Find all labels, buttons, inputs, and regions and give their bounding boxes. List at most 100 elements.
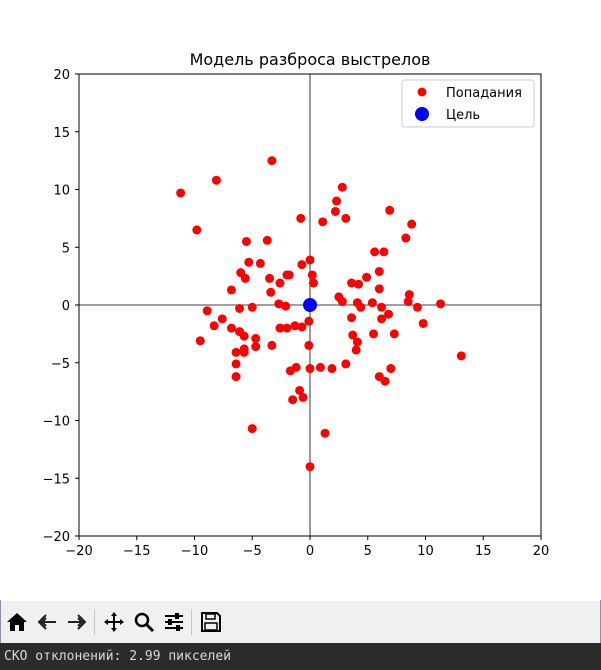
hit-point (267, 340, 277, 350)
hit-point (374, 284, 384, 294)
hit-point (456, 351, 466, 361)
hit-point (304, 316, 314, 326)
arrow-right-icon (68, 614, 87, 630)
navigation-toolbar (1, 601, 600, 643)
hit-point (380, 376, 390, 386)
hit-point (347, 278, 357, 288)
hit-point (231, 359, 241, 369)
back-button[interactable] (33, 608, 61, 636)
hit-point (341, 213, 351, 223)
hit-point (327, 364, 337, 374)
x-tick-label: 5 (364, 544, 372, 559)
hit-point (389, 329, 399, 339)
y-tick-label: 10 (53, 184, 70, 199)
y-tick-label: −10 (43, 415, 70, 430)
hit-point (239, 347, 249, 357)
forward-button[interactable] (63, 608, 91, 636)
hit-point (341, 359, 351, 369)
hit-point (295, 385, 305, 395)
hit-point (274, 299, 284, 309)
move-icon (104, 612, 124, 632)
hit-point (297, 260, 307, 270)
legend-box (401, 79, 535, 128)
legend: Попадания Цель (401, 79, 535, 128)
hit-point (407, 219, 417, 229)
floppy-disk-icon (201, 612, 221, 632)
hit-point (362, 272, 372, 282)
hit-point (305, 462, 315, 472)
hit-point (298, 392, 308, 402)
arrow-left-icon (37, 614, 56, 630)
save-button[interactable] (197, 608, 225, 636)
status-bar: СКО отклонений: 2.99 пикселей (0, 643, 601, 670)
hit-point (377, 302, 387, 312)
zoom-button[interactable] (130, 608, 158, 636)
hit-point (370, 247, 380, 257)
hit-point (209, 321, 219, 331)
hit-point (418, 318, 428, 328)
y-tick-label: −5 (51, 357, 70, 372)
x-tick-label: −15 (123, 544, 150, 559)
legend-marker-hits (417, 87, 427, 97)
hit-point (267, 156, 277, 166)
x-tick-label: 0 (306, 544, 314, 559)
legend-label-target: Цель (446, 108, 480, 123)
figure-canvas: Модель разброса выстрелов −20 −15 −10 −5 0 5 1… (42, 50, 550, 559)
toolbar-separator (191, 609, 192, 635)
hit-point (351, 345, 361, 355)
x-tick-label: −5 (243, 544, 262, 559)
hit-point (401, 233, 411, 243)
hit-point (404, 290, 414, 300)
hit-point (202, 306, 212, 316)
hit-point (226, 323, 236, 333)
hit-point (436, 299, 446, 309)
hit-point (247, 424, 257, 434)
hit-point (374, 267, 384, 277)
hit-point (195, 336, 205, 346)
hit-point (315, 362, 325, 372)
x-tick-label: −10 (181, 544, 208, 559)
hit-point (275, 323, 285, 333)
chart-title: Модель разброса выстрелов (190, 50, 431, 69)
hit-point (275, 278, 285, 288)
hit-point (251, 333, 261, 343)
hit-point (305, 364, 315, 374)
hit-point (369, 329, 379, 339)
pan-button[interactable] (100, 608, 128, 636)
hit-point (320, 428, 330, 438)
hit-point (318, 217, 328, 227)
hit-point (265, 273, 275, 283)
hit-point (176, 188, 186, 198)
hit-point (337, 297, 347, 307)
hit-point (377, 314, 387, 324)
toolbar-separator (94, 609, 95, 635)
home-button[interactable] (3, 608, 31, 636)
y-tick-label: 0 (62, 299, 70, 314)
hit-point (412, 302, 422, 312)
hit-point (356, 302, 366, 312)
hit-point (290, 321, 300, 331)
y-tick-label: 20 (53, 68, 70, 83)
hit-point (251, 342, 261, 352)
hit-point (367, 298, 377, 308)
hit-point (247, 302, 257, 312)
hit-point (348, 330, 358, 340)
hit-point (307, 270, 317, 280)
home-icon (7, 613, 27, 631)
configure-subplots-button[interactable] (160, 608, 188, 636)
hit-point (288, 395, 298, 405)
legend-label-hits: Попадания (446, 86, 522, 101)
hit-point (305, 255, 315, 265)
hit-point (241, 236, 251, 246)
hit-point (354, 279, 364, 289)
status-text: СКО отклонений: 2.99 пикселей (4, 649, 231, 664)
hit-point (226, 285, 236, 295)
hit-point (231, 372, 241, 382)
y-tick-label: −15 (43, 472, 70, 487)
hit-point (231, 347, 241, 357)
hit-point (284, 270, 294, 280)
hit-point (352, 337, 362, 347)
legend-marker-target (415, 107, 429, 121)
x-tick-label: 20 (533, 544, 550, 559)
hit-point (403, 297, 413, 307)
